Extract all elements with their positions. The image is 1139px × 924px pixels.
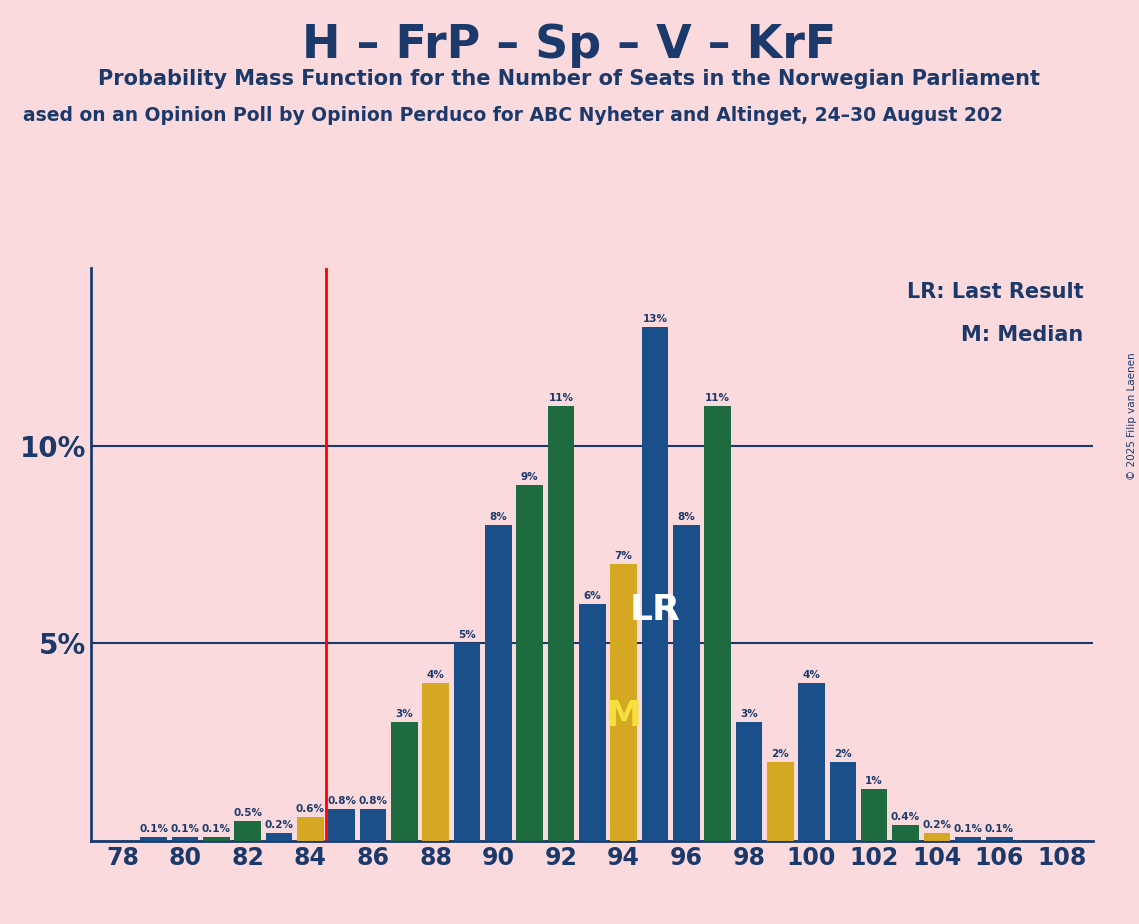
Text: 0.1%: 0.1%	[202, 823, 231, 833]
Text: © 2025 Filip van Laenen: © 2025 Filip van Laenen	[1126, 352, 1137, 480]
Bar	[328, 809, 355, 841]
Text: 4%: 4%	[803, 670, 820, 680]
Text: 5%: 5%	[458, 630, 476, 640]
Text: 0.1%: 0.1%	[171, 823, 199, 833]
Text: 11%: 11%	[705, 393, 730, 403]
Bar	[798, 683, 825, 841]
Text: 1%: 1%	[866, 776, 883, 786]
Text: M: M	[606, 699, 641, 734]
Text: 3%: 3%	[740, 709, 757, 719]
Text: 0.8%: 0.8%	[327, 796, 357, 806]
Bar	[641, 327, 669, 841]
Bar	[172, 837, 198, 841]
Bar	[829, 761, 857, 841]
Bar	[892, 825, 919, 841]
Bar	[265, 833, 293, 841]
Bar	[673, 525, 699, 841]
Text: 0.2%: 0.2%	[923, 820, 951, 830]
Bar	[203, 837, 230, 841]
Text: 0.5%: 0.5%	[233, 808, 262, 818]
Bar	[360, 809, 386, 841]
Text: 3%: 3%	[395, 709, 413, 719]
Bar	[516, 485, 543, 841]
Bar	[861, 789, 887, 841]
Bar	[423, 683, 449, 841]
Text: 7%: 7%	[615, 551, 632, 561]
Bar	[453, 643, 481, 841]
Text: LR: LR	[630, 592, 680, 626]
Text: 4%: 4%	[427, 670, 444, 680]
Bar	[297, 817, 323, 841]
Text: ased on an Opinion Poll by Opinion Perduco for ABC Nyheter and Altinget, 24–30 A: ased on an Opinion Poll by Opinion Perdu…	[23, 106, 1002, 126]
Bar	[736, 723, 762, 841]
Text: H – FrP – Sp – V – KrF: H – FrP – Sp – V – KrF	[302, 23, 837, 68]
Bar	[391, 723, 418, 841]
Bar	[485, 525, 511, 841]
Bar	[140, 837, 167, 841]
Text: Probability Mass Function for the Number of Seats in the Norwegian Parliament: Probability Mass Function for the Number…	[98, 69, 1041, 90]
Bar	[704, 407, 731, 841]
Text: 0.1%: 0.1%	[139, 823, 169, 833]
Text: 8%: 8%	[678, 512, 695, 522]
Text: 11%: 11%	[549, 393, 573, 403]
Text: 0.1%: 0.1%	[985, 823, 1014, 833]
Text: 8%: 8%	[490, 512, 507, 522]
Text: M: Median: M: Median	[961, 325, 1083, 346]
Text: 2%: 2%	[771, 748, 789, 759]
Text: 9%: 9%	[521, 472, 539, 482]
Text: 0.1%: 0.1%	[953, 823, 983, 833]
Text: 0.6%: 0.6%	[296, 804, 325, 814]
Text: 13%: 13%	[642, 314, 667, 324]
Bar	[767, 761, 794, 841]
Text: 6%: 6%	[583, 590, 601, 601]
Text: 2%: 2%	[834, 748, 852, 759]
Bar	[924, 833, 950, 841]
Bar	[611, 565, 637, 841]
Bar	[548, 407, 574, 841]
Text: 0.2%: 0.2%	[264, 820, 294, 830]
Text: LR: Last Result: LR: Last Result	[907, 283, 1083, 302]
Text: 0.4%: 0.4%	[891, 812, 920, 821]
Bar	[579, 603, 606, 841]
Text: 0.8%: 0.8%	[359, 796, 387, 806]
Bar	[235, 821, 261, 841]
Bar	[954, 837, 982, 841]
Bar	[986, 837, 1013, 841]
